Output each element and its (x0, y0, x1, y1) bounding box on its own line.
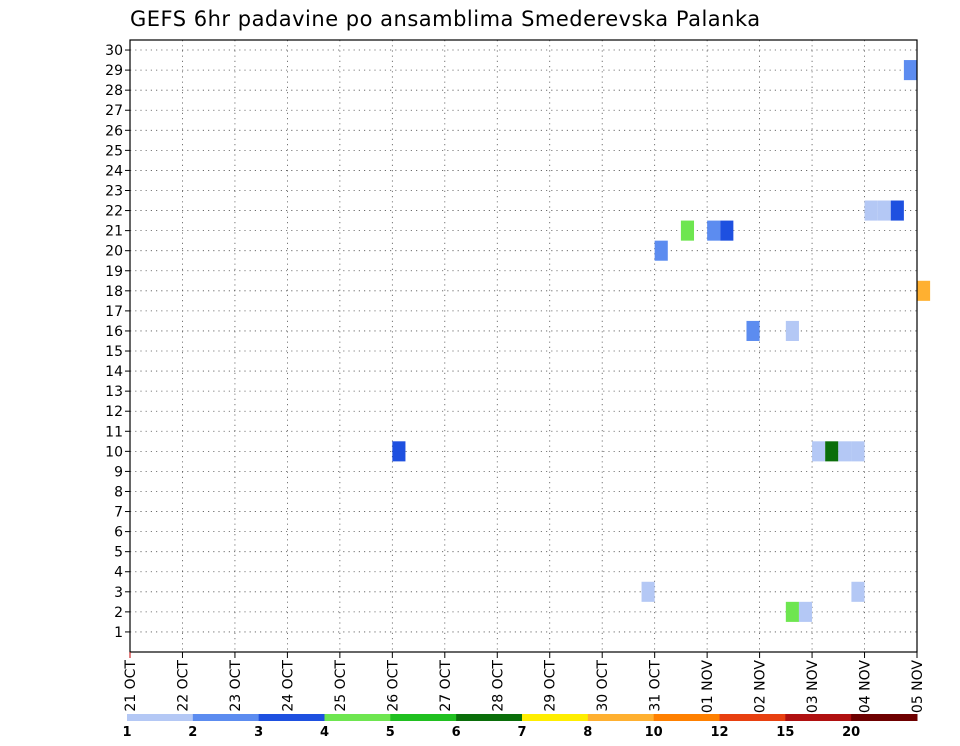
y-tick-label: 27 (105, 103, 123, 119)
x-tick-label: 28 OCT (490, 660, 506, 712)
y-tick-label: 21 (105, 224, 123, 240)
x-tick-label: 29 OCT (543, 660, 559, 712)
color-legend: 1 2 3 4 5 6 7 8 10 12 15 20 (122, 714, 918, 740)
legend-swatch (851, 714, 918, 721)
legend-label: 3 (254, 725, 263, 740)
y-tick-label: 7 (114, 505, 123, 521)
y-tick-label: 23 (105, 183, 123, 199)
x-tick-label: 31 OCT (648, 660, 664, 712)
grid-lines (130, 40, 917, 652)
data-cell (798, 601, 813, 622)
legend-swatch (653, 714, 720, 721)
legend-swatch (587, 714, 655, 721)
y-tick-label: 18 (105, 284, 123, 300)
y-tick-label: 12 (105, 404, 123, 420)
y-tick-label: 19 (105, 264, 123, 280)
legend-swatch (324, 714, 391, 721)
y-tick-label: 4 (114, 565, 123, 581)
data-cell (877, 200, 891, 221)
data-cell (746, 320, 760, 341)
legend-swatch (390, 714, 457, 721)
data-cell (838, 441, 852, 462)
data-cells (392, 60, 931, 622)
x-tick-label: 02 NOV (753, 660, 769, 714)
data-cell (654, 240, 668, 261)
y-tick-label: 10 (105, 444, 123, 460)
data-cell (641, 581, 655, 602)
x-tick-label: 21 OCT (123, 660, 139, 712)
y-tick-label: 17 (105, 304, 123, 320)
y-tick-label: 5 (114, 545, 123, 561)
y-tick-label: 8 (114, 484, 123, 500)
legend-swatch (719, 714, 786, 721)
legend-swatch (522, 714, 589, 721)
y-tick-label: 25 (105, 143, 123, 159)
y-tick-label: 14 (105, 364, 123, 380)
data-cell (680, 220, 695, 241)
x-tick-label: 01 NOV (700, 660, 716, 714)
legend-label: 8 (583, 725, 592, 740)
data-cell (707, 220, 721, 241)
x-tick-label: 23 OCT (228, 660, 244, 712)
x-tick-label: 30 OCT (595, 660, 611, 712)
data-cell (812, 441, 826, 462)
legend-label: 5 (386, 725, 395, 740)
y-axis: 1234567891011121314151617181920212223242… (105, 43, 130, 641)
y-tick-label: 20 (105, 244, 123, 260)
y-tick-label: 16 (105, 324, 123, 340)
y-tick-label: 6 (114, 525, 123, 541)
data-cell (720, 220, 734, 241)
x-tick-label: 26 OCT (385, 660, 401, 712)
legend-label: 20 (842, 725, 860, 740)
data-cell (785, 320, 799, 341)
data-cell (903, 60, 917, 81)
data-cell (825, 441, 839, 462)
x-tick-label: 05 NOV (910, 660, 926, 714)
x-tick-label: 25 OCT (333, 660, 349, 712)
y-tick-label: 30 (105, 43, 123, 59)
y-tick-label: 24 (105, 163, 123, 179)
legend-swatch (456, 714, 523, 721)
legend-label: 1 (122, 725, 131, 740)
y-tick-label: 26 (105, 123, 123, 139)
y-tick-label: 13 (105, 384, 123, 400)
x-tick-label: 04 NOV (858, 660, 874, 714)
data-cell (864, 200, 878, 221)
legend-swatch (785, 714, 852, 721)
legend-label: 2 (188, 725, 197, 740)
legend-swatch (192, 714, 260, 721)
y-tick-label: 1 (114, 625, 123, 641)
x-tick-label: 27 OCT (438, 660, 454, 712)
y-tick-label: 9 (114, 464, 123, 480)
data-cell (851, 441, 865, 462)
legend-label: 12 (710, 725, 728, 740)
data-cell (785, 601, 799, 622)
x-axis: 21 OCT 22 OCT 23 OCT 24 OCT 25 OCT 26 OCT 27 O… (123, 652, 926, 713)
legend-swatch (258, 714, 325, 721)
legend-label: 7 (517, 725, 526, 740)
y-tick-label: 15 (105, 344, 123, 360)
legend-swatch (127, 714, 194, 721)
y-tick-label: 3 (114, 585, 123, 601)
legend-label: 15 (776, 725, 794, 740)
x-tick-label: 22 OCT (175, 660, 191, 712)
y-tick-label: 11 (105, 424, 123, 440)
x-tick-label: 24 OCT (280, 660, 296, 712)
data-cell (392, 441, 406, 462)
y-tick-label: 29 (105, 63, 123, 79)
legend-label: 6 (452, 725, 461, 740)
y-tick-label: 22 (105, 204, 123, 220)
legend-label: 10 (645, 725, 663, 740)
data-cell (851, 581, 865, 602)
chart-title: GEFS 6hr padavine po ansamblima Smederev… (130, 7, 761, 31)
data-cell (917, 280, 931, 301)
x-tick-label: 03 NOV (805, 660, 821, 714)
legend-label: 4 (320, 725, 329, 740)
y-tick-label: 2 (114, 605, 123, 621)
data-cell (890, 200, 904, 221)
plot-frame (129, 39, 918, 653)
y-tick-label: 28 (105, 83, 123, 99)
